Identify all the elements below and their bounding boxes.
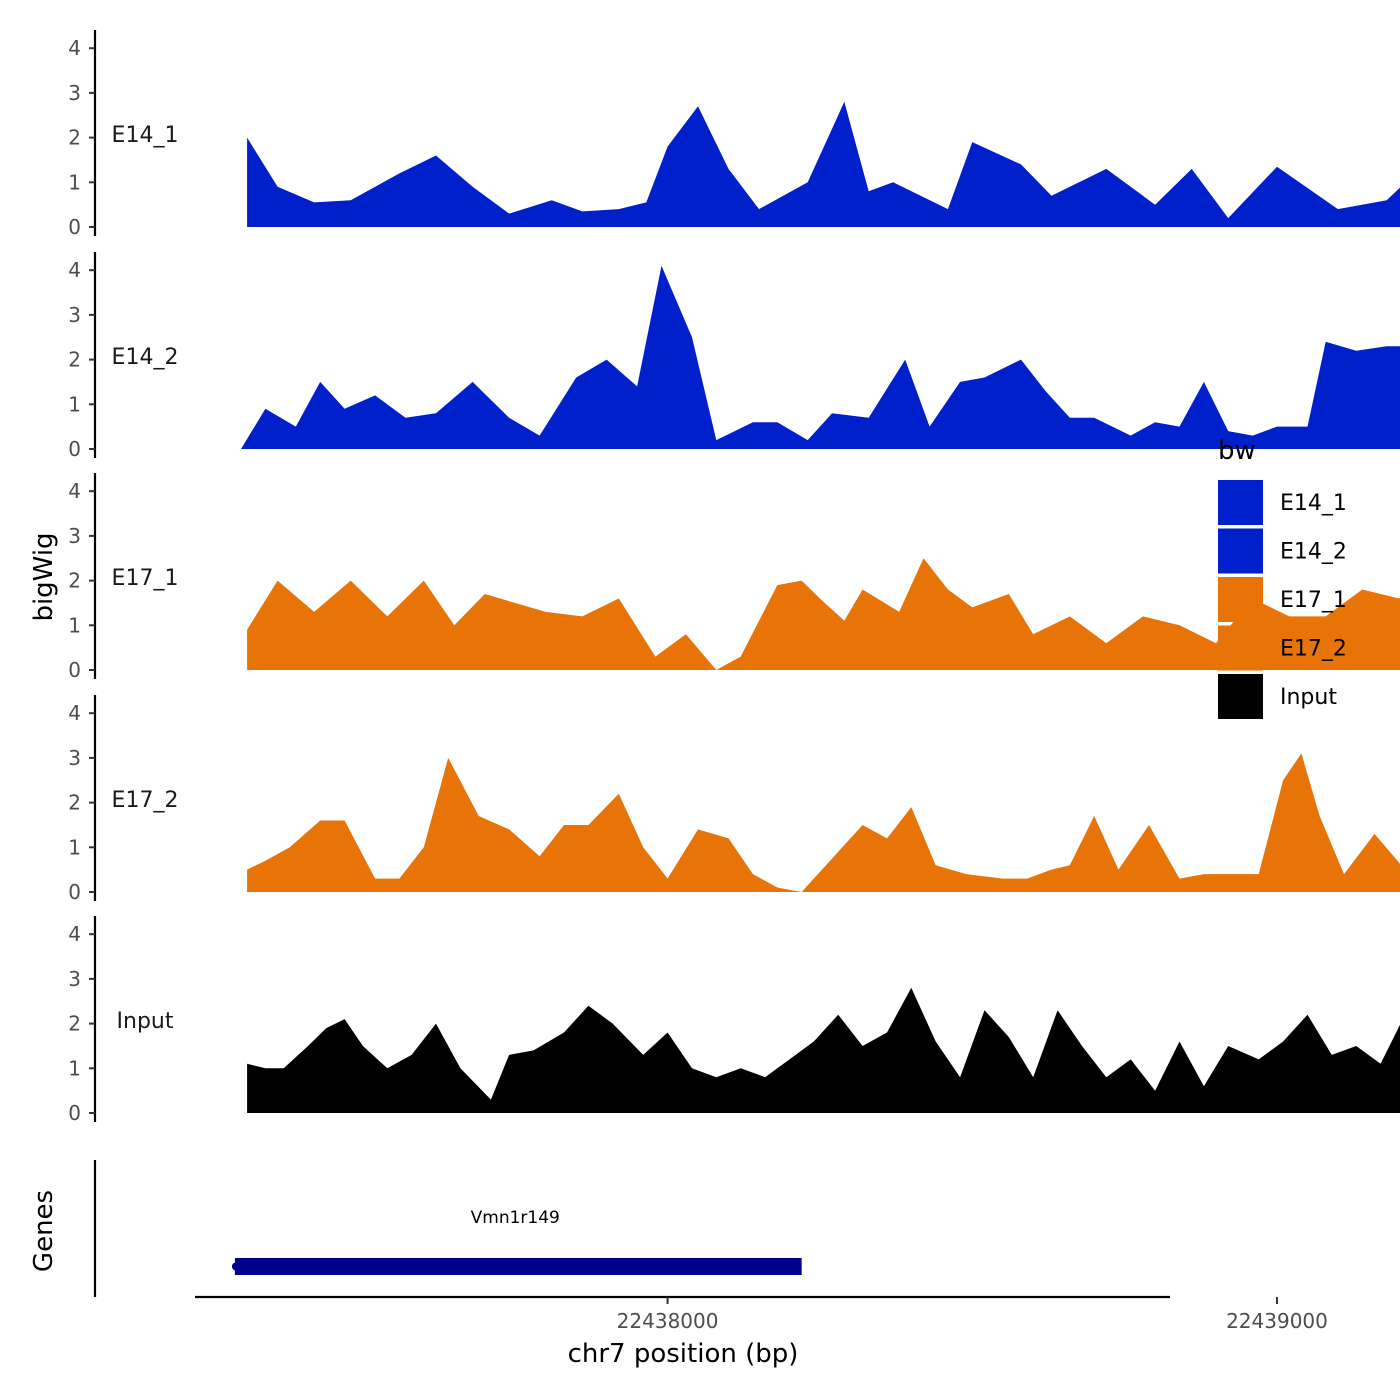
tracks-layer: 0 1 2 3 4 E14_1 0 1 2 3 4 E14_2 0 1 2 3 4 E17_1 0 1 2 3 4 E17_2… [68,30,1400,1125]
genes-axis-title: Genes [29,1190,59,1272]
y-tick-label: 1 [68,1056,81,1080]
y-tick-label: 4 [68,36,81,60]
y-tick-label: 0 [68,658,81,682]
legend-item: Input [1218,674,1337,719]
y-tick-label: 4 [68,922,81,946]
legend-label: E14_2 [1280,540,1347,565]
legend-label: Input [1280,685,1337,710]
y-tick-label: 3 [68,746,81,770]
gene-bar [234,1258,802,1275]
track-label: E14_1 [112,123,179,148]
track-label: E17_2 [112,788,179,813]
y-tick-label: 4 [68,258,81,282]
y-tick-label: 3 [68,81,81,105]
legend-item: E17_1 [1218,577,1347,622]
legend-swatch [1218,625,1263,671]
y-tick-label: 4 [68,701,81,725]
y-tick-label: 2 [68,126,81,150]
x-tick-label: 22438000 [617,1309,719,1333]
gene-label: Vmn1r149 [471,1208,560,1228]
legend-swatch [1218,577,1263,622]
y-tick-label: 0 [68,1101,81,1125]
y-tick-label: 0 [68,437,81,461]
legend-swatch [1218,674,1263,719]
y-tick-label: 3 [68,967,81,991]
track-area [241,265,1400,449]
y-tick-label: 0 [68,880,81,904]
gene-end-marker [231,1262,240,1271]
y-tick-label: 1 [68,835,81,859]
track-label: E14_2 [112,345,179,370]
y-tick-label: 3 [68,303,81,327]
legend-item: E14_2 [1218,528,1347,574]
y-tick-label: 1 [68,392,81,416]
track-area [247,987,1400,1113]
y-tick-label: 0 [68,215,81,239]
y-tick-label: 1 [68,170,81,194]
y-tick-label: 2 [68,569,81,593]
legend: bw E14_1 E14_2 E17_1 E17_2 Input [1218,436,1347,719]
x-tick-label: 22439000 [1226,1309,1328,1333]
y-tick-label: 4 [68,479,81,503]
y-tick-label: 2 [68,791,81,815]
track-area [247,558,1400,670]
legend-title: bw [1218,436,1256,466]
y-tick-label: 2 [68,1012,81,1036]
track-e14-2: 0 1 2 3 4 E14_2 [68,252,1400,461]
track-e17-1: 0 1 2 3 4 E17_1 [68,473,1400,682]
x-axis: 224380002243900022440000 [195,1295,1328,1333]
legend-swatch [1218,480,1263,525]
y-tick-label: 1 [68,613,81,637]
legend-label: E14_1 [1280,491,1347,516]
legend-label: E17_2 [1280,637,1347,662]
x-axis-title: chr7 position (bp) [568,1339,799,1369]
genes-panel: Vmn1r149 [93,1160,802,1297]
y-tick-label: 2 [68,348,81,372]
track-input: 0 1 2 3 4 Input [68,916,1400,1125]
track-area [247,101,1400,227]
track-label: E17_1 [112,566,179,591]
legend-label: E17_1 [1280,588,1347,613]
legend-item: E17_2 [1218,625,1347,671]
track-e17-2: 0 1 2 3 4 E17_2 [68,695,1400,904]
track-label: Input [117,1009,174,1034]
legend-swatch [1218,528,1263,574]
y-axis-title: bigWig [29,532,59,621]
legend-item: E14_1 [1218,480,1347,525]
track-e14-1: 0 1 2 3 4 E14_1 [68,30,1400,239]
y-tick-label: 3 [68,524,81,548]
track-area [247,753,1400,892]
